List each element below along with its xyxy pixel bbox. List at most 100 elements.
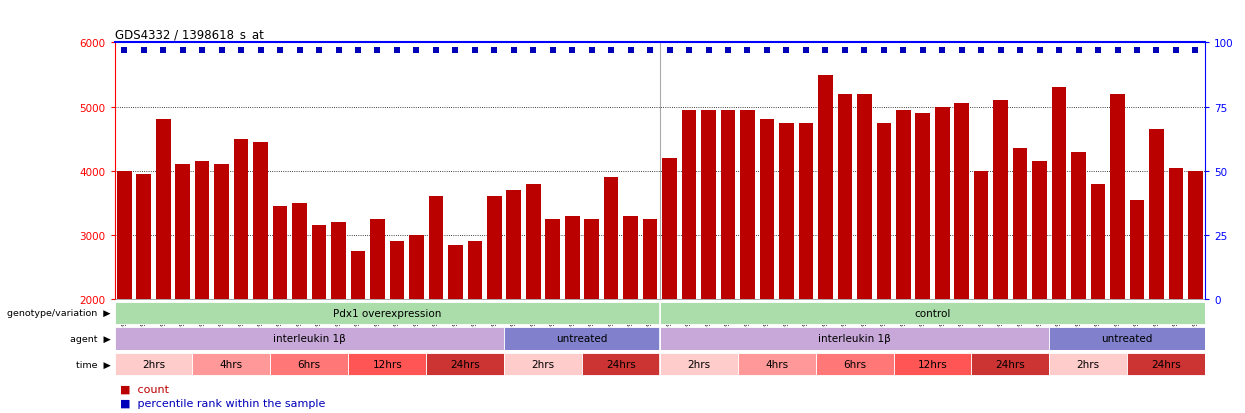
Bar — [468, 242, 482, 413]
Bar — [195, 162, 209, 413]
Bar — [137, 175, 151, 413]
Bar — [738, 353, 815, 375]
Text: control: control — [914, 308, 951, 318]
Bar — [604, 178, 619, 413]
Bar — [741, 111, 754, 413]
Bar — [565, 216, 579, 413]
Bar — [894, 353, 971, 375]
Bar — [818, 75, 833, 413]
Bar — [504, 328, 660, 350]
Text: 24hrs: 24hrs — [606, 359, 636, 369]
Text: Pdx1 overexpression: Pdx1 overexpression — [332, 308, 442, 318]
Bar — [311, 226, 326, 413]
Bar — [660, 328, 1050, 350]
Bar — [1188, 171, 1203, 413]
Bar — [660, 353, 738, 375]
Text: 2hrs: 2hrs — [1077, 359, 1099, 369]
Bar — [624, 216, 637, 413]
Bar — [115, 302, 660, 324]
Text: untreated: untreated — [557, 334, 608, 344]
Bar — [117, 171, 132, 413]
Bar — [815, 353, 894, 375]
Bar — [234, 140, 249, 413]
Bar — [701, 111, 716, 413]
Text: 24hrs: 24hrs — [996, 359, 1026, 369]
Bar — [214, 165, 229, 413]
Bar — [1050, 328, 1205, 350]
Bar — [759, 120, 774, 413]
Text: agent  ▶: agent ▶ — [70, 334, 111, 343]
Bar — [838, 95, 852, 413]
Bar — [1169, 168, 1183, 413]
Text: 12hrs: 12hrs — [918, 359, 947, 369]
Bar — [721, 111, 736, 413]
Bar — [876, 123, 891, 413]
Text: 2hrs: 2hrs — [142, 359, 166, 369]
Bar — [1050, 353, 1127, 375]
Text: 2hrs: 2hrs — [532, 359, 554, 369]
Bar — [390, 242, 405, 413]
Bar — [1111, 95, 1124, 413]
Text: 24hrs: 24hrs — [451, 359, 481, 369]
Text: interleukin 1β: interleukin 1β — [818, 334, 891, 344]
Text: 24hrs: 24hrs — [1152, 359, 1182, 369]
Bar — [1032, 162, 1047, 413]
Bar — [915, 114, 930, 413]
Bar — [955, 104, 969, 413]
Text: time  ▶: time ▶ — [76, 360, 111, 369]
Bar — [935, 107, 950, 413]
Bar — [504, 353, 581, 375]
Text: interleukin 1β: interleukin 1β — [273, 334, 346, 344]
Bar — [426, 353, 504, 375]
Text: genotype/variation  ▶: genotype/variation ▶ — [7, 309, 111, 318]
Bar — [1013, 149, 1027, 413]
Bar — [370, 219, 385, 413]
Text: ■  percentile rank within the sample: ■ percentile rank within the sample — [120, 398, 325, 408]
Bar — [487, 197, 502, 413]
Bar — [193, 353, 270, 375]
Bar — [682, 111, 696, 413]
Bar — [115, 328, 504, 350]
Bar — [1052, 88, 1067, 413]
Bar — [798, 123, 813, 413]
Bar — [273, 206, 288, 413]
Text: 12hrs: 12hrs — [372, 359, 402, 369]
Bar — [253, 142, 268, 413]
Bar — [270, 353, 349, 375]
Bar — [974, 171, 989, 413]
Text: untreated: untreated — [1102, 334, 1153, 344]
Bar — [660, 302, 1205, 324]
Bar — [662, 159, 677, 413]
Text: GDS4332 / 1398618_s_at: GDS4332 / 1398618_s_at — [115, 28, 264, 41]
Bar — [584, 219, 599, 413]
Bar — [779, 123, 794, 413]
Bar — [156, 120, 171, 413]
Bar — [994, 101, 1008, 413]
Bar — [857, 95, 872, 413]
Bar — [1149, 130, 1164, 413]
Bar — [507, 190, 522, 413]
Text: ■  count: ■ count — [120, 384, 169, 394]
Bar — [896, 111, 910, 413]
Text: 4hrs: 4hrs — [220, 359, 243, 369]
Text: 6hrs: 6hrs — [843, 359, 867, 369]
Bar — [351, 252, 365, 413]
Bar — [176, 165, 190, 413]
Text: 2hrs: 2hrs — [687, 359, 711, 369]
Bar — [115, 353, 193, 375]
Bar — [581, 353, 660, 375]
Bar — [525, 184, 540, 413]
Bar — [545, 219, 560, 413]
Bar — [1091, 184, 1106, 413]
Bar — [428, 197, 443, 413]
Text: 6hrs: 6hrs — [298, 359, 321, 369]
Bar — [331, 223, 346, 413]
Bar — [642, 219, 657, 413]
Bar — [293, 203, 306, 413]
Bar — [448, 245, 463, 413]
Text: 4hrs: 4hrs — [766, 359, 788, 369]
Bar — [971, 353, 1050, 375]
Bar — [1129, 200, 1144, 413]
Bar — [1127, 353, 1205, 375]
Bar — [349, 353, 426, 375]
